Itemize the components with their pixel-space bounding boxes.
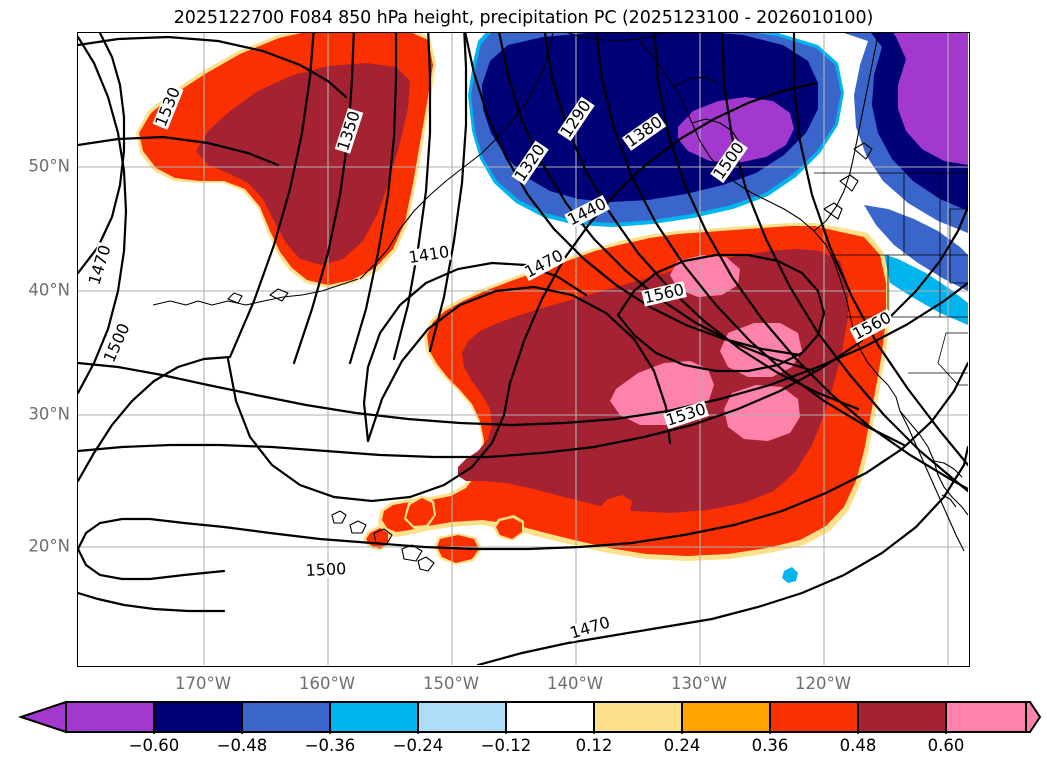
region-subtropical-positive-band: [378, 223, 890, 561]
colorbar-tick-label: 0.48: [839, 736, 877, 755]
ytick-label-40n: 40°N: [28, 280, 70, 300]
region-northwest-positive: [136, 33, 436, 288]
xtick-label-130w: 130°W: [670, 674, 728, 693]
colorbar-tick-label: −0.48: [216, 736, 268, 755]
colorbar-swatches[interactable]: [0, 700, 1047, 739]
xtick-label-170w: 170°W: [174, 674, 232, 693]
colorbar-tick-label: −0.12: [480, 736, 532, 755]
map-canvas: [78, 33, 968, 665]
ytick-label-30n: 30°N: [28, 404, 70, 424]
map-gridlines: [78, 33, 968, 665]
colorbar-tick-label: 0.12: [575, 736, 613, 755]
ytick-label-20n: 20°N: [28, 536, 70, 556]
region-scattered-positive-patches: [363, 495, 798, 583]
xtick-label-140w: 140°W: [546, 674, 604, 693]
contour-label: 1500: [304, 558, 348, 581]
height-contours: [78, 33, 968, 665]
ytick-label-50n: 50°N: [28, 156, 70, 176]
colorbar-tick-label: −0.24: [392, 736, 444, 755]
colorbar-tick-label: −0.36: [304, 736, 356, 755]
colorbar[interactable]: −0.60 −0.48 −0.36 −0.24 −0.12 0.12 0.24 …: [0, 700, 1047, 765]
colorbar-tick-label: 0.60: [927, 736, 965, 755]
page-title: 2025122700 F084 850 hPa height, precipit…: [173, 8, 874, 28]
state-boundaries: [814, 172, 968, 386]
coastlines: [152, 33, 968, 572]
colorbar-tick-label: 0.24: [663, 736, 701, 755]
colorbar-tick-label: 0.36: [751, 736, 789, 755]
colorbar-tick-label: −0.60: [128, 736, 180, 755]
xtick-label-120w: 120°W: [794, 674, 852, 693]
map-plot-area[interactable]: 1530 1350 1290 1380 1320 1500 1440 1410 …: [77, 32, 970, 667]
xtick-label-150w: 150°W: [422, 674, 480, 693]
xtick-label-160w: 160°W: [298, 674, 356, 693]
